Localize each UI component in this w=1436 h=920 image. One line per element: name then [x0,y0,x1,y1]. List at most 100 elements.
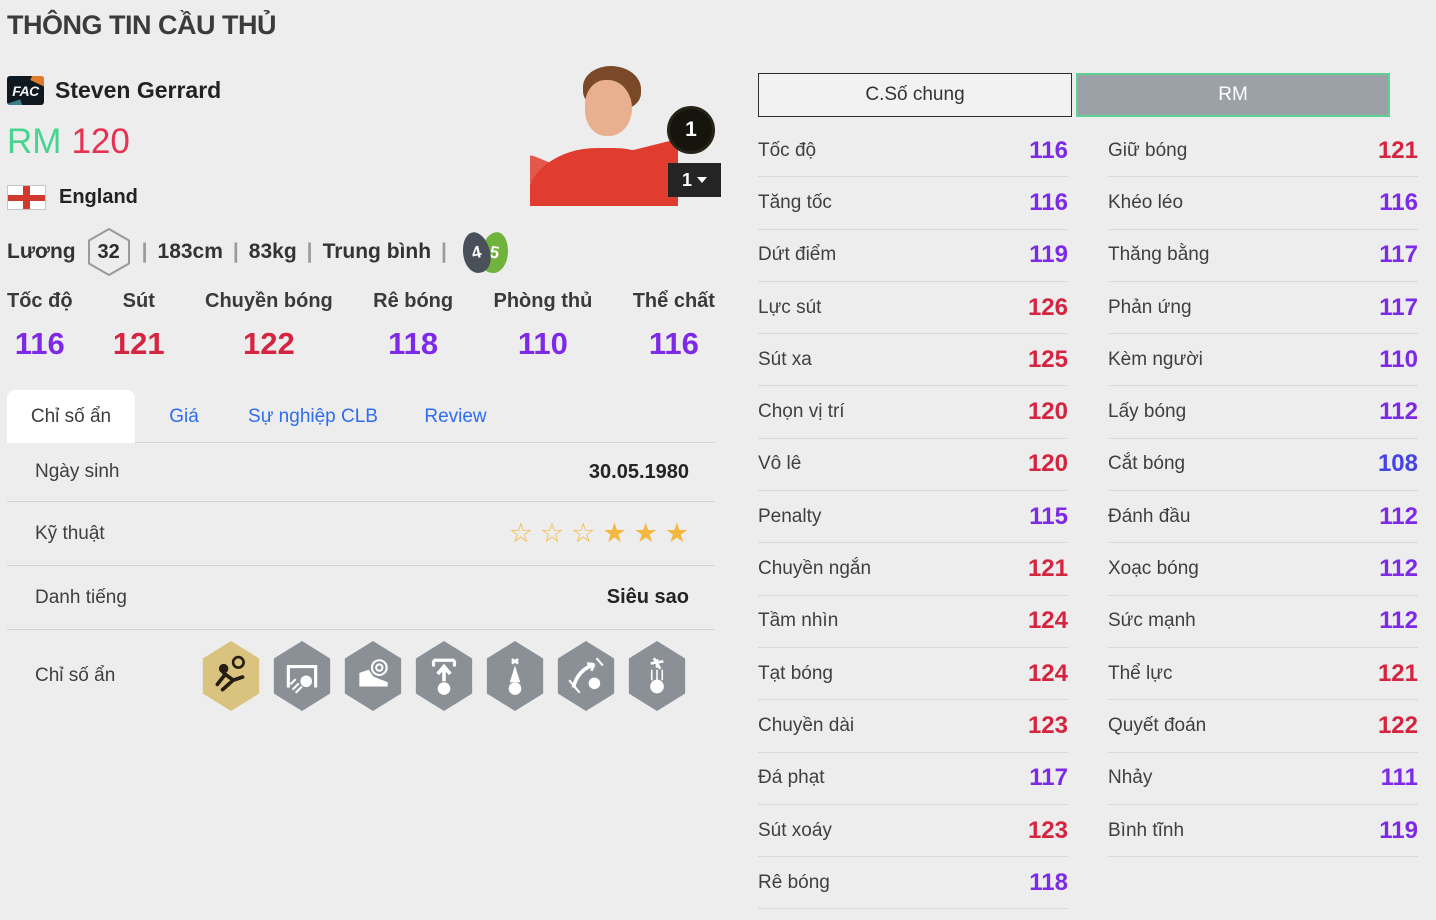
tab-club-career[interactable]: Sự nghiệp CLB [248,405,378,427]
birthdate-value: 30.05.1980 [588,460,689,483]
main-stat: Sút 121 [113,290,165,362]
stat-label: Tăng tốc [758,191,832,213]
stat-value: 121 [1377,136,1418,164]
stat-row: Phản ứng 117 [1108,282,1418,335]
stat-label: Penalty [758,505,822,527]
stat-label: Xoạc bóng [1108,558,1199,580]
curve-pass-icon [557,641,615,711]
main-stat-label: Phòng thủ [493,290,593,312]
stat-row: Quyết đoán 122 [1108,700,1418,753]
stat-label: Cắt bóng [1108,453,1186,475]
separator: | [306,240,313,263]
stat-label: Tốc độ [758,139,817,161]
stat-row: Đánh đầu 112 [1108,491,1418,544]
stat-label: Giữ bóng [1108,139,1188,161]
stat-value: 112 [1379,607,1418,635]
player-header: FAC Steven Gerrard [7,76,221,105]
stat-row: Lấy bóng 112 [1108,386,1418,439]
stat-row: Chuyền dài 123 [758,700,1068,753]
stat-label: Vô lê [758,453,802,475]
stat-column-right: Giữ bóng 121 Khéo léo 116 Thăng bằng 117 Ph… [1108,125,1418,858]
main-stats-row: Tốc độ 116 Sút 121 Chuyền bóng 122 Rê bóng … [7,290,715,362]
star-filled-icon: ★ [602,518,627,548]
stat-row: Tốc độ 116 [758,125,1068,178]
player-body-type: Trung bình [322,240,432,263]
table-row-technique: Kỹ thuật ☆ ☆ ☆ ★ ★ ★ [7,502,715,566]
main-stat: Tốc độ 116 [7,290,73,362]
power-shot-icon [273,641,331,711]
detail-tabs: Chỉ số ẩn Giá Sự nghiệp CLB Review [7,390,715,443]
stat-row: Rê bóng 118 [758,857,1068,910]
stat-label: Sút xa [758,348,812,370]
stat-label: Tạt bóng [758,662,833,684]
main-stat-label: Sút [122,290,155,312]
main-stat: Chuyền bóng 122 [205,290,333,362]
stat-value: 118 [1029,868,1068,896]
stat-row: Penalty 115 [758,491,1068,544]
stat-label: Tầm nhìn [758,610,839,632]
stat-value: 112 [1379,502,1418,530]
stat-row: Xoạc bóng 112 [1108,543,1418,596]
salary-value: 32 [97,240,120,263]
stat-row: Đá phạt 117 [758,753,1068,805]
stat-label: Lấy bóng [1108,401,1187,423]
stat-label: Bình tĩnh [1108,819,1185,841]
stat-value: 116 [1379,188,1418,216]
star-filled-icon: ★ [633,518,658,548]
england-flag-icon [7,185,46,210]
stat-value: 124 [1027,607,1068,635]
stat-value: 110 [1379,345,1418,373]
page-title: THÔNG TIN CẦU THỦ [7,10,276,40]
separator: | [141,240,148,263]
main-stat: Thể chất 116 [633,290,715,362]
accurate-shot-icon [344,641,402,711]
ball-lift-icon [415,641,473,711]
technique-star-rating: ☆ ☆ ☆ ★ ★ ★ [502,518,689,549]
main-stat-label: Thể chất [632,290,715,312]
owned-count-dropdown[interactable]: 1 [668,163,721,197]
position-ovr-row: RM 120 [7,122,130,162]
stat-label: Rê bóng [758,871,830,893]
tab-hidden-stats[interactable]: Chỉ số ẩn [7,390,135,443]
stat-label: Thăng bằng [1108,244,1210,266]
tab-price[interactable]: Giá [169,405,199,427]
stat-value: 111 [1380,764,1418,792]
stat-label: Sức mạnh [1108,610,1196,632]
stat-value: 126 [1027,293,1068,321]
main-stat-label: Rê bóng [373,290,454,312]
main-stat: Phòng thủ 110 [493,290,592,362]
stat-row: Tạt bóng 124 [758,648,1068,701]
main-stat-value: 116 [648,326,699,361]
table-row-birthdate: Ngày sinh 30.05.1980 [7,443,715,502]
stat-value: 112 [1379,555,1418,583]
tab-rm-stats[interactable]: RM [1076,73,1390,117]
stat-value: 119 [1379,816,1418,844]
stat-value: 119 [1029,241,1068,269]
nation-name: England [59,186,138,208]
salary-hexagon: 32 [86,227,132,277]
stat-label: Chọn vị trí [758,401,845,423]
player-height: 183cm [157,240,223,263]
separator: | [441,240,447,263]
hidden-stats-table: Ngày sinh 30.05.1980 Kỹ thuật ☆ ☆ ☆ ★ ★ ★ Dan… [7,443,715,722]
foot-ratings: 4 5 [458,229,512,275]
stat-row: Vô lê 120 [758,439,1068,492]
tab-review[interactable]: Review [424,405,487,427]
stat-row: Sút xoáy 123 [758,805,1068,858]
stat-label: Chuyền ngắn [758,558,872,580]
stat-row: Tầm nhìn 124 [758,596,1068,648]
stat-value: 122 [1377,711,1418,739]
stat-value: 112 [1379,398,1418,426]
stat-value: 116 [1029,188,1068,216]
tab-general-stats[interactable]: C.Số chung [758,73,1072,117]
main-stat-label: Tốc độ [7,290,73,312]
stat-column-left: Tốc độ 116 Tăng tốc 116 Dứt điểm 119 Lực sú… [758,125,1068,910]
main-stat-value: 118 [388,326,439,361]
stat-label: Quyết đoán [1108,714,1207,736]
stat-label: Đánh đầu [1108,505,1191,527]
stat-value: 121 [1377,659,1418,687]
fac-card-label: FAC [12,82,39,99]
stat-row: Lực sút 126 [758,282,1068,335]
trait-icons [199,641,689,711]
star-outline-icon: ☆ [571,518,596,548]
